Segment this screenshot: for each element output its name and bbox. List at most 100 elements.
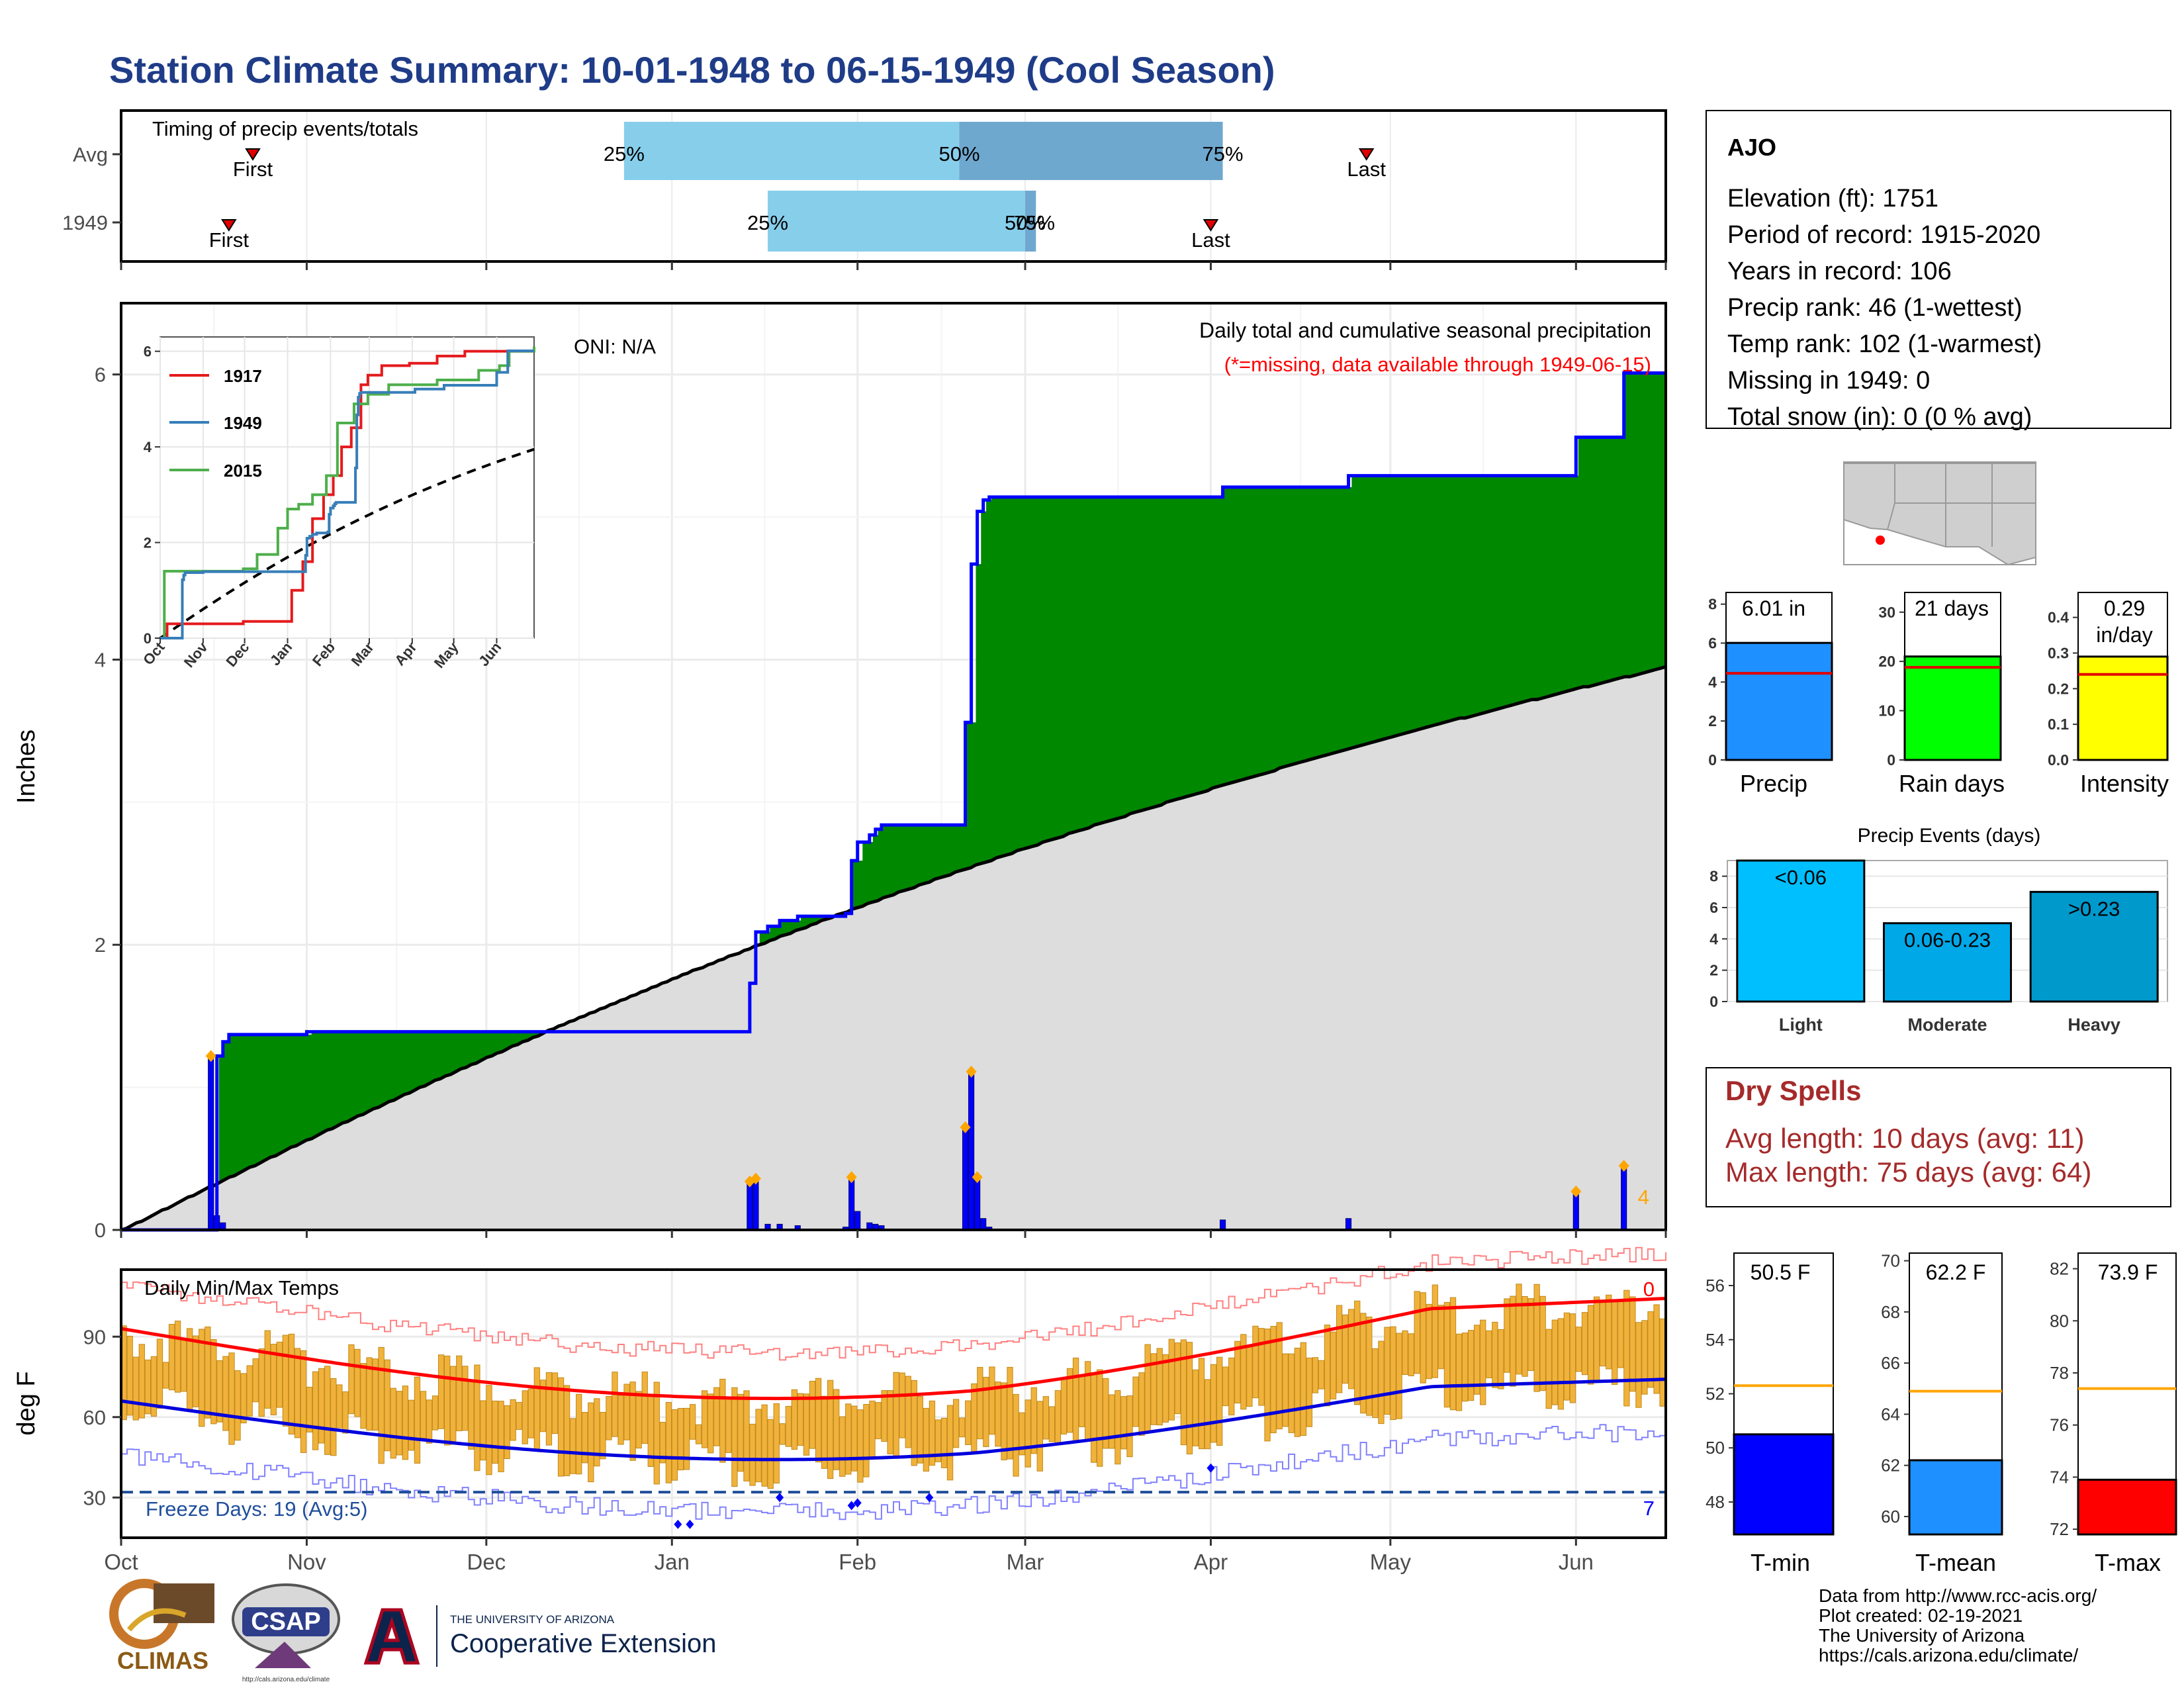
daily-temp-bar: [1036, 1401, 1043, 1472]
temp-summary-tick-label: 66: [1881, 1353, 1900, 1373]
summary-bar-tick-label: 0.3: [2048, 645, 2069, 662]
daily-temp-bar: [1539, 1295, 1546, 1391]
daily-temp-bar: [1396, 1333, 1402, 1419]
daily-temp-bar: [971, 1383, 978, 1452]
daily-temp-bar: [1366, 1316, 1373, 1416]
temp-summary-tick-label: 72: [2050, 1519, 2069, 1539]
summary-bar-tick-label: 10: [1878, 702, 1895, 720]
temperature-y-label: deg F: [13, 1371, 40, 1435]
daily-temp-bar: [875, 1402, 882, 1440]
events-category-label: Heavy: [2068, 1015, 2120, 1035]
daily-temp-bar: [1449, 1297, 1457, 1411]
tmean-value: 62.2 F: [1926, 1260, 1986, 1284]
daily-temp-bar: [923, 1407, 930, 1472]
freeze-marker: [674, 1519, 682, 1529]
daily-temp-bar: [917, 1396, 924, 1464]
daily-temp-bar: [1437, 1305, 1445, 1370]
inset-average-line: [159, 447, 535, 639]
daily-temp-bar: [702, 1390, 708, 1448]
daily-precip-marker: [205, 1050, 216, 1062]
daily-temp-bar: [1629, 1296, 1636, 1392]
timing-avg-last-marker: [1358, 148, 1375, 161]
daily-precip-bar: [747, 1181, 753, 1231]
daily-temp-bar: [1042, 1396, 1049, 1440]
daily-temp-bar: [1240, 1334, 1247, 1410]
daily-temp-bar: [1342, 1314, 1349, 1384]
inset-y-tick-label: 2: [144, 535, 152, 551]
station-line-missing: Missing in 1949: 0: [1727, 367, 1930, 395]
station-line-temp-rank: Temp rank: 102 (1-warmest): [1727, 330, 2042, 358]
daily-temp-bar: [144, 1359, 152, 1415]
timing-1949-75-label: 75%: [1014, 211, 1055, 234]
daily-temp-bar: [869, 1400, 876, 1460]
daily-temp-bar: [1216, 1356, 1223, 1446]
tmax-label: T-max: [2095, 1549, 2161, 1576]
daily-precip-bar: [854, 1211, 861, 1231]
daily-temp-bar: [252, 1358, 259, 1403]
summary-bar: [1725, 641, 1833, 761]
daily-temp-bar: [569, 1418, 576, 1474]
daily-temp-bar: [1354, 1300, 1361, 1405]
summary-bar-tick-label: 0.2: [2048, 680, 2069, 697]
daily-temp-bar: [1647, 1311, 1654, 1388]
daily-precip-markers: [205, 1050, 1629, 1197]
events-bar-label: >0.23: [2068, 897, 2120, 920]
daily-temp-bar: [1606, 1294, 1612, 1370]
daily-temp-bar: [138, 1344, 145, 1419]
station-line-snow: Total snow (in): 0 (0 % avg): [1727, 403, 2032, 431]
summary-bar-tick-label: 0.1: [2048, 716, 2069, 733]
precip-y-tick-label: 4: [95, 648, 106, 671]
daily-temp-bar: [1168, 1338, 1175, 1421]
daily-precip-bar: [848, 1176, 855, 1231]
daily-temp-bar: [755, 1409, 762, 1483]
legend-1917-label: 1917: [224, 366, 262, 386]
daily-temp-bar: [1144, 1344, 1151, 1433]
daily-temp-bar: [1443, 1301, 1451, 1408]
daily-temp-bar: [983, 1376, 989, 1448]
raindays-bar-value: 21 days: [1915, 596, 1989, 620]
daily-temp-bar: [456, 1355, 463, 1432]
daily-temp-bar: [150, 1356, 158, 1417]
daily-temp-bar: [1498, 1329, 1504, 1389]
daily-temp-bar: [563, 1385, 570, 1476]
legend-2015-label: 2015: [224, 461, 262, 481]
daily-temp-bar: [162, 1362, 169, 1389]
daily-temp-bar: [803, 1393, 810, 1456]
daily-temp-bar: [1060, 1377, 1068, 1434]
daily-temp-bar: [270, 1344, 277, 1415]
daily-temp-bar: [1103, 1378, 1109, 1449]
precip-y-label: Inches: [13, 729, 40, 804]
temp-summary-tick-label: 52: [1706, 1384, 1725, 1404]
daily-temp-bar: [576, 1393, 582, 1475]
temp-y-tick-label: 90: [83, 1325, 106, 1348]
inset-series-1949-line: [160, 349, 534, 639]
temp-summary-tick-label: 62: [1881, 1456, 1900, 1476]
daily-temp-bar: [1091, 1374, 1097, 1463]
daily-temp-bar: [354, 1348, 361, 1417]
events-bar: [1736, 859, 1866, 1003]
daily-temp-bar: [623, 1383, 630, 1440]
daily-temp-bar: [522, 1390, 528, 1444]
daily-temp-bar: [1533, 1284, 1540, 1392]
inset-x-tick-label: Mar: [348, 639, 378, 669]
temp-summary-bar: [1733, 1433, 1835, 1536]
daily-temp-bar: [168, 1324, 175, 1391]
daily-temp-bar: [1204, 1379, 1211, 1450]
daily-temp-bar: [396, 1391, 402, 1456]
dry-spells-frame: [1706, 1067, 2171, 1207]
timing-1949-first-marker: [221, 219, 237, 232]
inset-x-tick-label: Feb: [309, 639, 338, 669]
climas-wordmark: CLIMAS: [117, 1647, 208, 1674]
daily-temp-bar: [1282, 1353, 1289, 1427]
daily-precip-marker: [972, 1171, 983, 1184]
inset-plot-background: [159, 336, 535, 639]
daily-temp-bar: [707, 1393, 714, 1454]
timing-1949-low-bar: [768, 191, 1026, 252]
daily-temp-bar: [1312, 1357, 1319, 1393]
map-state-borders: [1887, 463, 2036, 547]
tmin-value: 50.5 F: [1751, 1260, 1811, 1284]
freeze-marker: [686, 1519, 694, 1529]
daily-temp-bar: [695, 1424, 702, 1444]
daily-temp-bar: [1115, 1390, 1121, 1465]
